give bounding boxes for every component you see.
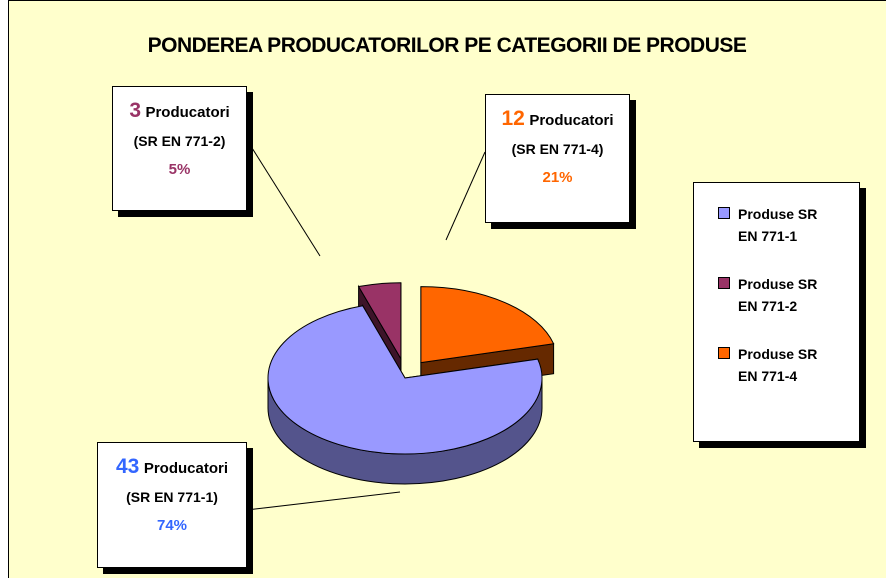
data-label: 43 Producatori (SR EN 771-1) 74% [97, 442, 247, 568]
legend-entry: Produse SR EN 771-4 [718, 343, 859, 387]
slice-top [420, 286, 555, 364]
label-count-line: 3 Producatori [113, 99, 246, 123]
slice-top [267, 305, 543, 455]
cnt: 12 [501, 107, 525, 130]
unit: Producatori [143, 460, 228, 477]
legend-swatch [718, 347, 730, 359]
cnt: 43 [116, 455, 140, 478]
label-percent: 21% [542, 169, 573, 186]
legend-label: Produse SR EN 771-4 [738, 346, 818, 384]
pie-slice [267, 303, 543, 485]
slice-top [357, 282, 402, 361]
label-count-line: 43 Producatori [98, 455, 246, 479]
unit: Producatori [529, 112, 614, 129]
label-percent: 74% [156, 517, 188, 534]
data-label: 12 Producatori (SR EN 771-4) 21% [485, 94, 630, 223]
leader-line [445, 151, 486, 241]
chart-title: PONDEREA PRODUCATORILOR PE CATEGORII DE … [147, 34, 747, 57]
leader-line [246, 491, 401, 511]
label-percent: 5% [168, 161, 191, 178]
legend-label: Produse SR EN 771-2 [738, 276, 818, 314]
legend-label: Produse SR EN 771-1 [738, 206, 818, 244]
label-count-line: 12 Producatori [486, 107, 629, 131]
legend-swatch [718, 277, 730, 289]
legend: Produse SR EN 771-1 Produse SR EN 771-2 Pr… [693, 182, 860, 442]
data-label: 3 Producatori (SR EN 771-2) 5% [112, 86, 247, 211]
cnt: 3 [129, 99, 142, 122]
leader-line [246, 139, 321, 257]
legend-entry: Produse SR EN 771-2 [718, 273, 859, 317]
legend-entry: Produse SR EN 771-1 [718, 203, 859, 247]
label-code: (SR EN 771-4) [511, 141, 604, 157]
unit: Producatori [145, 104, 230, 121]
legend-swatch [718, 207, 730, 219]
label-code: (SR EN 771-1) [126, 489, 218, 505]
label-code: (SR EN 771-2) [133, 133, 226, 149]
